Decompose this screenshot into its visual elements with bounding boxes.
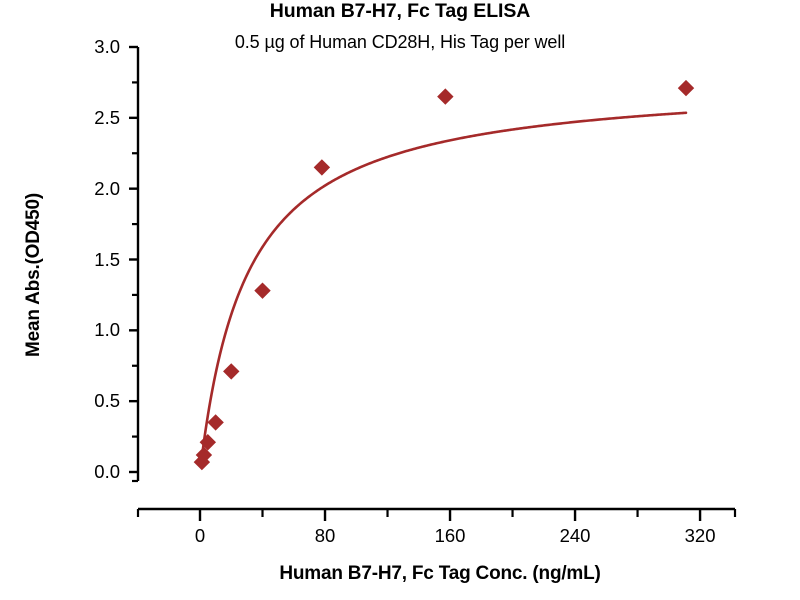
y-axis-ticks [129,45,138,483]
fit-curve [200,111,688,459]
x-tick-label: 320 [684,525,716,546]
x-axis-ticks [136,509,737,521]
data-point-marker [223,363,240,380]
data-point-marker [677,79,695,97]
x-tick-label: 80 [314,525,336,546]
x-tick-label: 0 [194,525,206,546]
chart-title: Human B7-H7, Fc Tag ELISA [269,0,531,22]
axis-lines [136,47,735,511]
x-tick-label: 160 [434,525,466,546]
y-tick-label: 2.5 [94,106,120,128]
chart-subtitle: 0.5 µg of Human CD28H, His Tag per well [234,32,566,52]
x-axis-title: Human B7-H7, Fc Tag Conc. (ng/mL) [279,563,601,584]
y-tick-label: 2.0 [94,177,120,199]
data-point-marker [313,159,331,176]
data-point-marker [254,282,271,299]
y-tick-label: 1.0 [94,319,120,341]
y-tick-label: 0.0 [94,461,120,482]
data-point-marker [195,446,213,464]
y-tick-label: 1.5 [94,248,120,270]
data-point-marker [437,88,454,105]
data-markers [193,79,695,471]
y-tick-label: 0.5 [94,390,120,412]
y-tick-label: 3.0 [94,36,120,57]
data-point-marker [207,414,224,431]
x-tick-label: 240 [559,525,591,546]
data-point-marker [199,434,217,451]
